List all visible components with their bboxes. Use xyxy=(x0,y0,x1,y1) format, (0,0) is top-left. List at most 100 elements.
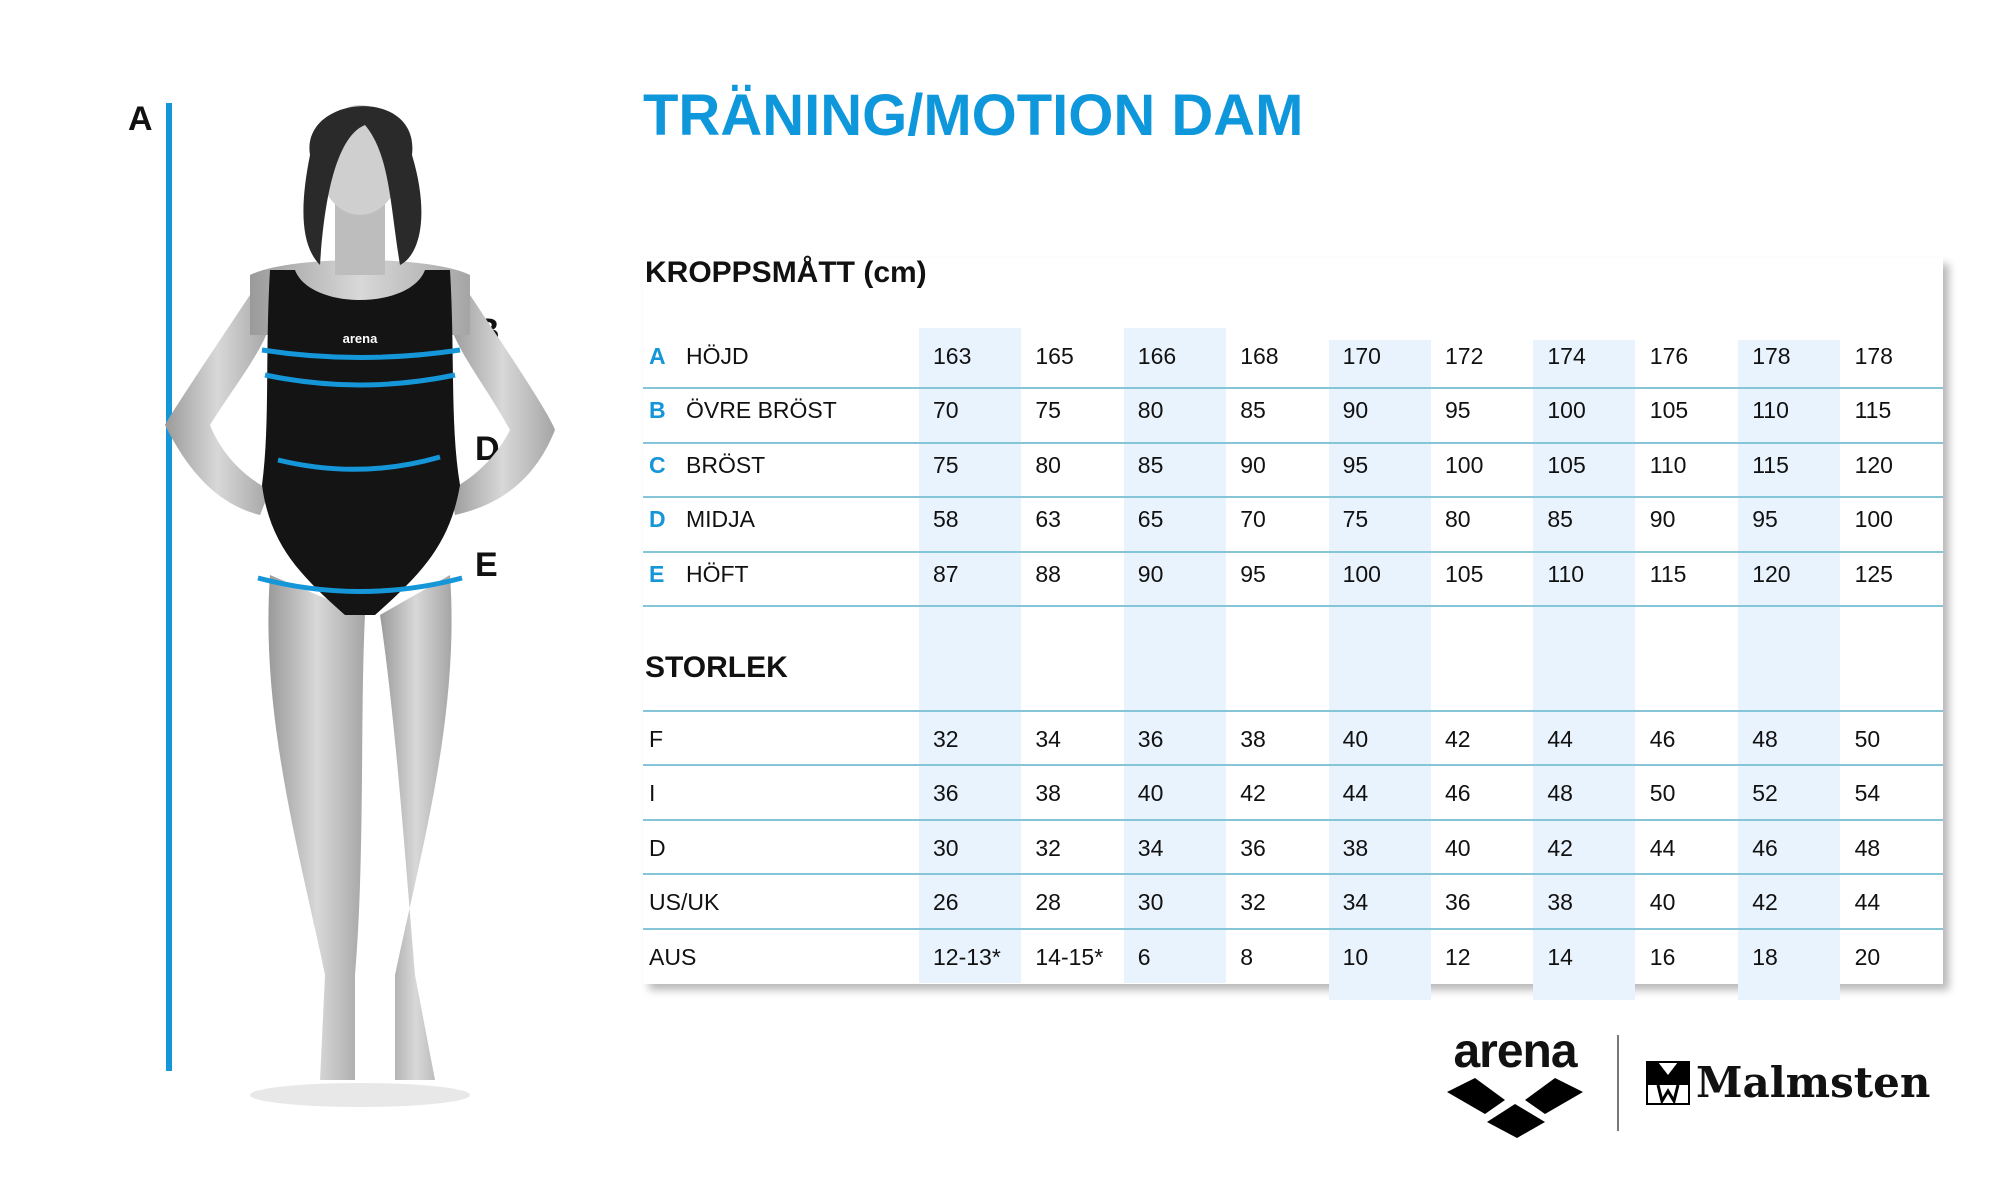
table-cell: 110 xyxy=(1547,560,1585,587)
table-cell: 8 xyxy=(1240,943,1253,970)
table-cell: 30 xyxy=(933,834,959,861)
measure-letter: C xyxy=(649,451,666,478)
table-cell: 105 xyxy=(1547,451,1586,478)
size-system-label: F xyxy=(649,726,664,752)
table-cell: 28 xyxy=(1035,889,1061,916)
size-chart-table xyxy=(643,258,1943,984)
height-measure-line xyxy=(166,103,172,1071)
table-cell: 54 xyxy=(1854,780,1881,807)
table-cell: 44 xyxy=(1547,726,1573,752)
table-cell: 14-15* xyxy=(1035,943,1104,970)
table-cell: 165 xyxy=(1035,343,1074,369)
table-cell: 90 xyxy=(1342,397,1369,424)
table-cell: 58 xyxy=(933,506,959,533)
table-cell: 95 xyxy=(1445,397,1471,424)
table-cell: 100 xyxy=(1854,506,1893,533)
table-cell: 80 xyxy=(1445,506,1471,533)
page-title: TRÄNING/MOTION DAM xyxy=(643,83,1304,148)
table-cell: 30 xyxy=(1137,889,1164,916)
sizes-heading: STORLEK xyxy=(645,651,788,684)
row-divider xyxy=(643,496,1943,499)
table-cell: 32 xyxy=(933,726,959,752)
table-cell: 70 xyxy=(933,397,959,424)
table-cell: 90 xyxy=(1649,506,1676,533)
column-band xyxy=(919,328,1021,983)
table-cell: 172 xyxy=(1445,343,1484,369)
table-cell: 34 xyxy=(1137,834,1164,861)
row-divider xyxy=(643,927,1943,930)
table-cell: 52 xyxy=(1752,780,1778,807)
table-cell: 48 xyxy=(1547,780,1573,807)
measure-label: HÖFT xyxy=(686,560,749,587)
table-cell: 80 xyxy=(1035,451,1061,478)
table-cell: 42 xyxy=(1752,889,1778,916)
malmsten-logo-text: Malmsten xyxy=(1696,1058,1931,1107)
table-cell: 95 xyxy=(1240,560,1266,587)
table-cell: 88 xyxy=(1035,560,1061,587)
row-divider xyxy=(643,710,1943,712)
table-cell: 174 xyxy=(1547,343,1586,369)
table-cell: 46 xyxy=(1649,726,1676,752)
table-cell: 36 xyxy=(933,780,959,807)
table-cell: 26 xyxy=(933,889,959,916)
table-cell: 85 xyxy=(1137,451,1164,478)
table-cell: 170 xyxy=(1342,343,1381,369)
table-cell: 42 xyxy=(1445,726,1471,752)
swimsuit-logo: arena xyxy=(343,331,378,346)
table-cell: 75 xyxy=(1342,506,1369,533)
size-system-label: AUS xyxy=(649,943,697,970)
table-cell: 100 xyxy=(1445,451,1484,478)
table-cell: 115 xyxy=(1854,397,1892,424)
table-cell: 40 xyxy=(1445,834,1471,861)
table-cell: 20 xyxy=(1854,943,1881,970)
measure-letter: D xyxy=(649,506,666,533)
table-cell: 100 xyxy=(1342,560,1381,587)
row-divider xyxy=(643,441,1943,444)
measure-letter: B xyxy=(649,397,666,424)
row-divider xyxy=(643,550,1943,553)
arena-diamonds-icon xyxy=(1447,1078,1583,1138)
table-cell: 44 xyxy=(1342,780,1369,807)
row-divider xyxy=(643,764,1943,767)
table-cell: 50 xyxy=(1854,726,1881,752)
table-cell: 50 xyxy=(1649,780,1676,807)
table-cell: 38 xyxy=(1342,834,1369,861)
table-cell: 16 xyxy=(1649,943,1676,970)
column-band xyxy=(1533,340,1636,1000)
measure-letter: A xyxy=(649,343,666,369)
measure-label: HÖJD xyxy=(686,343,749,369)
table-cell: 115 xyxy=(1752,451,1789,478)
table-cell: 36 xyxy=(1445,889,1471,916)
table-cell: 38 xyxy=(1035,780,1061,807)
column-band xyxy=(1328,340,1431,1000)
malmsten-logo: Malmsten xyxy=(1646,1058,1930,1107)
body-measurements-heading: KROPPSMÅTT (cm) xyxy=(645,256,927,289)
column-band xyxy=(1738,340,1841,1000)
table-cell: 105 xyxy=(1445,560,1484,587)
table-cell: 44 xyxy=(1649,834,1676,861)
table-cell: 12-13* xyxy=(933,943,1001,970)
table-cell: 110 xyxy=(1752,397,1789,424)
measure-letter: E xyxy=(649,560,665,587)
table-cell: 85 xyxy=(1240,397,1266,424)
table-cell: 70 xyxy=(1240,506,1266,533)
table-cell: 38 xyxy=(1547,889,1573,916)
table-cell: 12 xyxy=(1445,943,1471,970)
table-cell: 95 xyxy=(1752,506,1778,533)
table-cell: 14 xyxy=(1547,943,1573,970)
table-cell: 36 xyxy=(1137,726,1164,752)
table-cell: 10 xyxy=(1342,943,1369,970)
table-cell: 120 xyxy=(1752,560,1791,587)
table-cell: 90 xyxy=(1240,451,1266,478)
table-cell: 85 xyxy=(1547,506,1573,533)
logo-divider xyxy=(1617,1035,1619,1131)
measure-label: BRÖST xyxy=(686,451,766,478)
table-cell: 36 xyxy=(1240,834,1266,861)
table-cell: 18 xyxy=(1752,943,1778,970)
table-cell: 75 xyxy=(933,451,959,478)
table-cell: 34 xyxy=(1342,889,1369,916)
table-cell: 42 xyxy=(1240,780,1266,807)
row-divider xyxy=(643,873,1943,876)
malmsten-m-icon xyxy=(1646,1060,1690,1105)
measure-label: MIDJA xyxy=(686,506,755,533)
